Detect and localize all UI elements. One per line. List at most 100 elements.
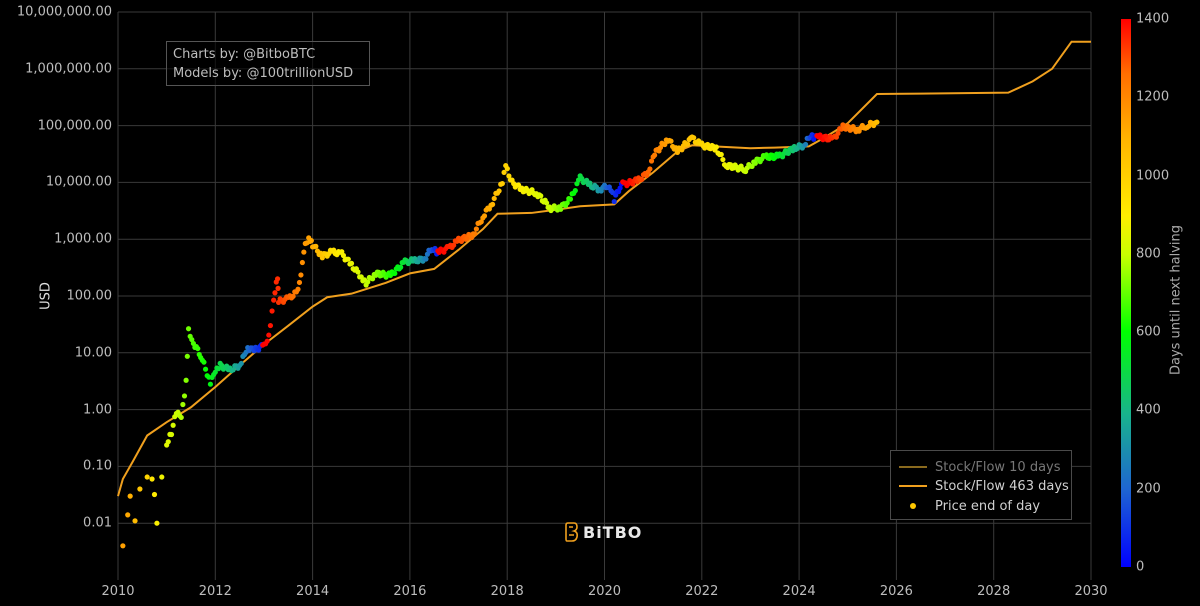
- price-marker: [749, 163, 755, 170]
- price-marker: [423, 256, 429, 262]
- price-marker: [195, 345, 201, 352]
- price-marker: [802, 141, 809, 148]
- y-tick-label: 0.01: [83, 515, 112, 531]
- legend-label: Price end of day: [935, 498, 1041, 514]
- price-marker: [137, 486, 143, 492]
- price-marker: [299, 259, 305, 266]
- price-marker: [295, 286, 301, 292]
- price-marker: [451, 242, 457, 248]
- price-marker: [348, 260, 355, 267]
- price-marker: [238, 360, 244, 367]
- x-tick-label: 2020: [587, 584, 622, 599]
- price-marker: [718, 151, 724, 158]
- price-marker: [271, 297, 277, 303]
- x-tick-label: 2018: [490, 584, 524, 599]
- price-marker: [685, 141, 691, 147]
- price-marker: [301, 249, 307, 255]
- legend-label: Stock/Flow 463 days: [935, 478, 1069, 494]
- bitbo-b-icon: [565, 522, 578, 542]
- price-marker: [657, 144, 664, 151]
- price-marker: [564, 200, 570, 206]
- price-marker: [392, 270, 398, 277]
- x-tick-label: 2026: [879, 584, 913, 599]
- y-tick-label: 100.00: [66, 288, 113, 304]
- credits-models-by: Models by: @100trillionUSD: [173, 66, 354, 81]
- y-tick-label: 1,000,000.00: [25, 61, 112, 77]
- legend-item-sf-463-days[interactable]: Stock/Flow 463 days: [891, 476, 1069, 496]
- price-marker: [275, 285, 281, 291]
- x-tick-label: 2016: [393, 584, 427, 599]
- colorbar-tick-label: 1200: [1136, 89, 1170, 105]
- price-marker: [398, 264, 404, 270]
- credits-charts-by: Charts by: @BitboBTC: [173, 47, 316, 62]
- colorbar-tick-label: 1400: [1136, 11, 1170, 27]
- price-marker: [691, 135, 697, 141]
- price-marker: [499, 180, 505, 187]
- price-marker: [274, 276, 281, 282]
- price-marker: [264, 338, 270, 344]
- colorbar-tick-label: 1000: [1136, 168, 1170, 184]
- y-tick-label: 100,000.00: [37, 118, 112, 134]
- price-marker: [170, 422, 176, 428]
- price-marker: [491, 195, 497, 202]
- x-tick-label: 2014: [296, 584, 330, 599]
- price-marker: [668, 138, 674, 144]
- price-marker: [149, 476, 155, 482]
- price-marker: [184, 353, 190, 359]
- price-marker: [355, 269, 361, 275]
- legend-item-sf-10-days[interactable]: Stock/Flow 10 days: [891, 457, 1061, 477]
- bitbo-logo: BiTBO: [565, 522, 642, 542]
- price-marker: [785, 150, 791, 156]
- y-tick-label: 1.00: [83, 402, 112, 418]
- price-marker: [504, 166, 510, 172]
- price-marker: [180, 401, 186, 408]
- price-marker: [611, 198, 617, 205]
- price-marker: [674, 149, 681, 155]
- price-marker: [370, 276, 376, 282]
- price-marker: [835, 130, 841, 136]
- y-tick-label: 10,000.00: [45, 174, 112, 190]
- price-marker: [296, 279, 303, 286]
- price-marker: [587, 180, 593, 186]
- line-swatch-icon: [899, 466, 927, 468]
- colorbar-tick-label: 0: [1136, 559, 1145, 575]
- x-tick-label: 2012: [198, 584, 232, 599]
- price-marker: [365, 279, 371, 285]
- colorbar-label: Days until next halving: [1168, 224, 1184, 376]
- price-marker: [720, 156, 726, 163]
- price-marker: [652, 152, 658, 158]
- x-tick-label: 2030: [1074, 584, 1108, 599]
- price-marker: [202, 366, 209, 372]
- price-marker: [481, 213, 488, 219]
- price-marker: [132, 518, 138, 524]
- colorbar-tick-label: 200: [1136, 481, 1161, 497]
- price-marker: [127, 493, 133, 499]
- price-marker: [201, 359, 207, 365]
- legend-item-price[interactable]: Price end of day: [891, 496, 1040, 516]
- stock-flow-463-line: [117, 40, 1091, 497]
- price-marker: [478, 219, 484, 225]
- price-marker: [345, 256, 351, 262]
- price-marker: [617, 185, 623, 191]
- y-tick-label: 10,000,000.00: [16, 4, 112, 20]
- price-marker: [490, 201, 496, 207]
- price-marker: [308, 238, 314, 244]
- y-tick-label: 1,000.00: [54, 231, 112, 247]
- legend-label: Stock/Flow 10 days: [935, 459, 1061, 475]
- price-marker: [501, 169, 507, 176]
- price-marker: [178, 414, 184, 421]
- price-marker: [639, 176, 645, 183]
- credits-annotation: Charts by: @BitboBTC Models by: @100tril…: [166, 41, 370, 86]
- price-marker: [266, 332, 272, 338]
- price-marker: [572, 188, 578, 194]
- price-marker: [267, 322, 274, 329]
- x-tick-label: 2028: [977, 584, 1011, 599]
- y-tick-label: 10.00: [74, 345, 112, 361]
- price-marker: [496, 188, 502, 194]
- bitbo-logo-text: BiTBO: [583, 522, 643, 542]
- price-marker: [125, 512, 131, 518]
- price-marker: [558, 206, 564, 212]
- price-marker: [544, 200, 550, 206]
- marker-dot-icon: [910, 503, 916, 509]
